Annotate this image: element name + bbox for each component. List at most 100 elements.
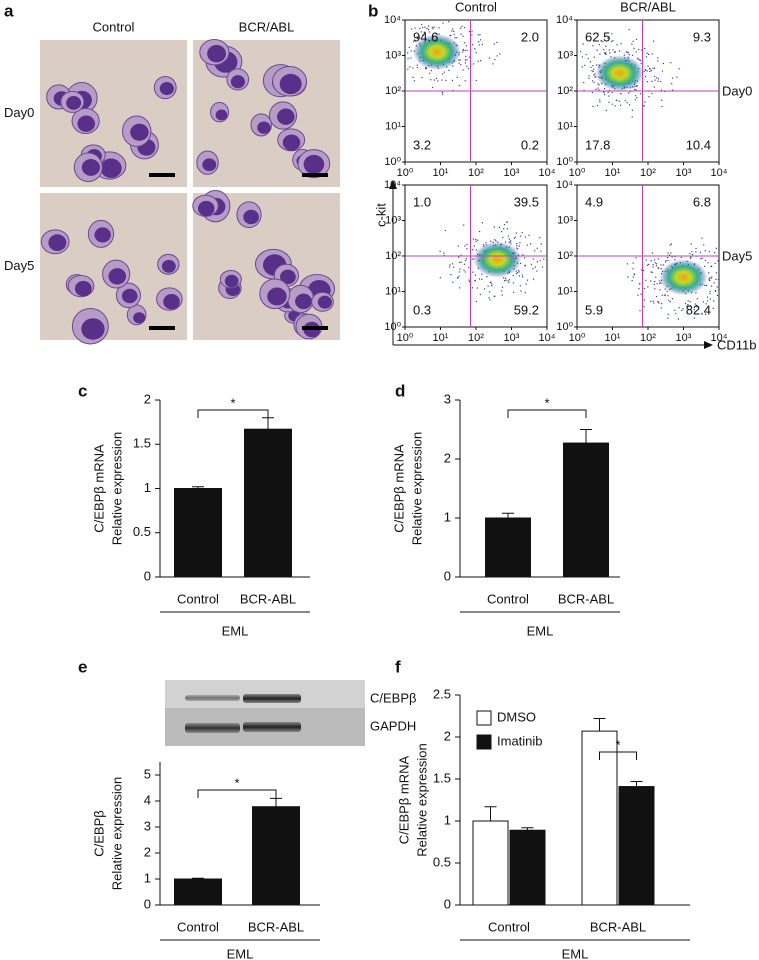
event-dot xyxy=(430,79,432,81)
event-dot xyxy=(472,238,475,240)
event-dot xyxy=(611,103,613,105)
event-dot xyxy=(442,22,444,24)
event-dot xyxy=(648,96,650,98)
event-dot xyxy=(429,72,431,74)
event-dot xyxy=(514,236,516,238)
event-dot xyxy=(641,49,643,51)
density xyxy=(473,241,522,278)
event-dot xyxy=(441,91,443,94)
event-dot xyxy=(627,92,630,94)
event-dot xyxy=(663,90,666,93)
event-dot xyxy=(631,280,633,282)
event-dot xyxy=(475,300,477,303)
event-dot xyxy=(502,236,504,239)
event-dot xyxy=(496,55,498,57)
event-dot xyxy=(408,46,410,48)
panel-label: c xyxy=(78,381,87,400)
event-dot xyxy=(425,67,427,69)
event-dot xyxy=(716,286,718,288)
event-dot xyxy=(643,71,645,73)
event-dot xyxy=(458,84,460,87)
event-dot xyxy=(661,303,663,305)
event-dot xyxy=(518,269,520,272)
event-dot xyxy=(592,80,594,82)
event-dot xyxy=(660,80,662,83)
nucleus xyxy=(130,123,149,141)
event-dot xyxy=(423,31,425,33)
event-dot xyxy=(647,286,649,288)
density xyxy=(659,259,708,296)
quadrant-percent: 5.9 xyxy=(585,302,603,317)
x-tick-label: BCR-ABL xyxy=(248,919,304,934)
event-dot xyxy=(652,266,654,268)
event-dot xyxy=(442,93,444,95)
event-dot xyxy=(518,275,520,277)
event-dot xyxy=(655,265,658,267)
event-dot xyxy=(652,263,654,266)
event-dot xyxy=(640,62,642,64)
event-dot xyxy=(650,271,652,273)
event-dot xyxy=(460,261,462,263)
y-tick-label: 10³ xyxy=(557,214,573,226)
error-bar xyxy=(502,512,514,518)
significance-bracket xyxy=(197,789,277,798)
event-dot xyxy=(637,57,639,59)
event-dot xyxy=(579,50,582,53)
blot-label: C/EBPβ xyxy=(370,690,417,705)
event-dot xyxy=(604,53,607,55)
event-dot xyxy=(451,79,454,81)
event-dot xyxy=(705,284,707,286)
event-dot xyxy=(667,295,669,297)
event-dot xyxy=(663,294,666,296)
quadrant-percent: 59.2 xyxy=(514,302,539,317)
y-tick-label: 1.5 xyxy=(433,770,451,785)
event-dot xyxy=(664,288,666,290)
event-dot xyxy=(648,53,650,55)
event-dot xyxy=(655,295,658,298)
event-dot xyxy=(524,265,526,267)
event-dot xyxy=(662,62,665,65)
event-dot xyxy=(702,301,704,303)
event-dot xyxy=(599,53,601,55)
quadrant-percent: 3.2 xyxy=(413,137,431,152)
event-dot xyxy=(462,49,464,51)
event-dot xyxy=(706,300,709,302)
event-dot xyxy=(608,101,610,103)
event-dot xyxy=(643,306,645,308)
event-dot xyxy=(516,245,518,247)
event-dot xyxy=(509,241,512,243)
event-dot xyxy=(661,99,663,101)
event-dot xyxy=(632,262,634,264)
event-dot xyxy=(651,252,654,254)
y-tick-label: 10² xyxy=(557,85,573,97)
event-dot xyxy=(631,43,633,45)
event-dot xyxy=(614,105,616,107)
event-dot xyxy=(488,57,491,59)
event-dot xyxy=(518,271,520,273)
event-dot xyxy=(416,36,418,38)
event-dot xyxy=(710,265,712,268)
event-dot xyxy=(463,269,465,271)
event-dot xyxy=(528,234,530,236)
event-dot xyxy=(650,300,652,303)
event-dot xyxy=(631,116,633,118)
event-dot xyxy=(603,91,605,93)
event-dot xyxy=(424,68,427,70)
event-dot xyxy=(496,41,498,44)
x-tick-label: 10³ xyxy=(504,332,520,344)
event-dot xyxy=(598,89,600,91)
x-tick-label: 10⁴ xyxy=(539,167,556,179)
significance-mark: * xyxy=(234,775,239,790)
y-axis-label: Relative expression xyxy=(109,777,124,890)
event-dot xyxy=(596,104,599,107)
event-dot xyxy=(717,278,719,281)
event-dot xyxy=(657,57,659,59)
y-tick-label: 10² xyxy=(385,85,401,97)
event-dot xyxy=(456,37,458,39)
event-dot xyxy=(657,80,659,82)
event-dot xyxy=(515,273,517,275)
event-dot xyxy=(593,56,595,58)
event-dot xyxy=(588,77,590,79)
event-dot xyxy=(684,302,687,305)
